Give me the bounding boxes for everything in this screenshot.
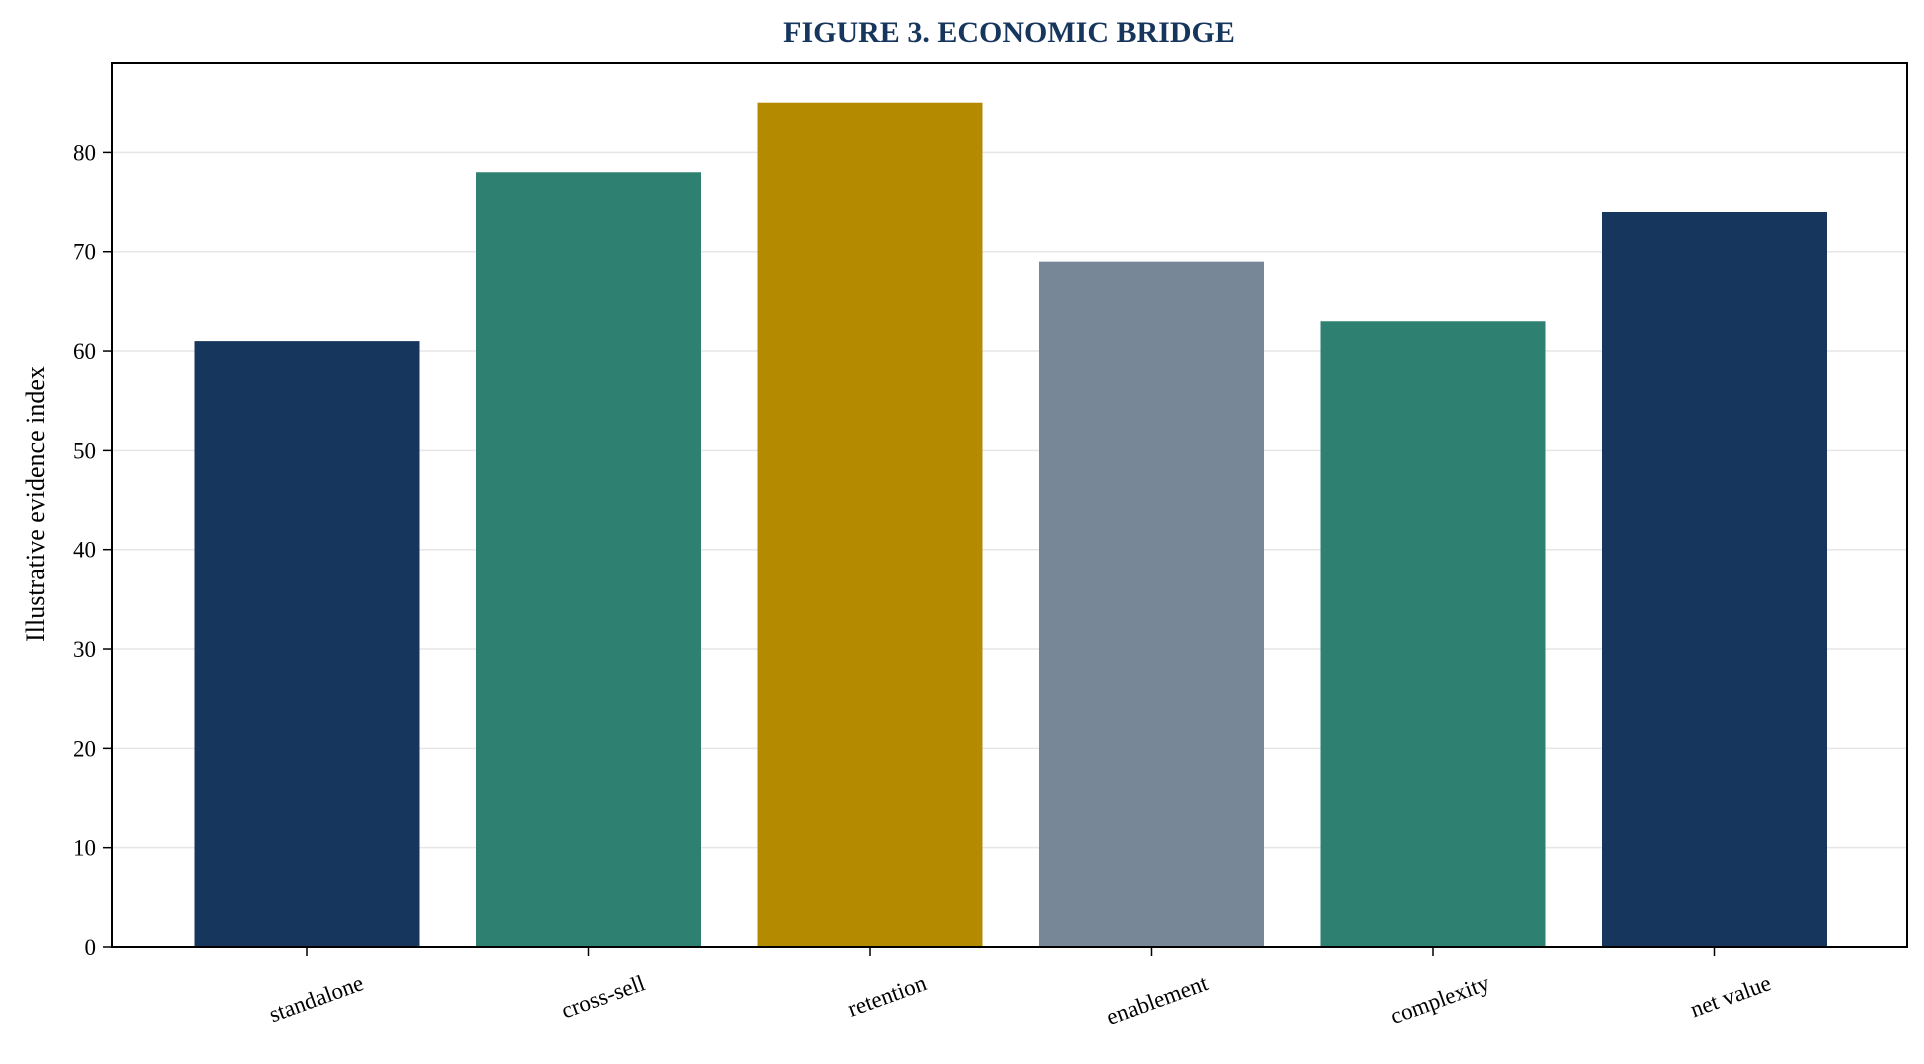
y-tick-label: 60 (73, 339, 96, 364)
x-tick-label: retention (844, 970, 930, 1022)
x-tick-label: complexity (1387, 970, 1493, 1029)
y-tick-label: 50 (73, 438, 96, 463)
y-tick-label: 70 (73, 240, 96, 265)
y-tick-label: 10 (73, 836, 96, 861)
x-tick-label: standalone (266, 970, 367, 1027)
y-tick-label: 40 (73, 538, 96, 563)
y-ticks: 0 10 20 30 40 50 60 70 80 (73, 140, 112, 960)
y-tick-label: 0 (85, 935, 97, 960)
bar-standalone (194, 341, 420, 947)
x-tick-label: cross-sell (558, 970, 648, 1023)
y-tick-label: 80 (73, 140, 96, 165)
x-tick-label: net value (1687, 970, 1774, 1022)
bar-retention (757, 102, 983, 947)
chart-title: FIGURE 3. ECONOMIC BRIDGE (783, 16, 1235, 49)
axes (111, 62, 1908, 948)
bar-enablement (1039, 261, 1264, 947)
plot-frame (111, 62, 1908, 948)
x-tick-label: enablement (1103, 970, 1212, 1030)
y-axis-label: Illustrative evidence index (21, 366, 50, 642)
bar-net-value (1602, 211, 1827, 947)
y-tick-label: 20 (73, 736, 96, 761)
bar-cross-sell (476, 172, 701, 947)
x-ticks: standalone cross-sell retention enablement c… (266, 947, 1774, 1030)
bars (194, 102, 1827, 947)
bar-complexity (1320, 321, 1546, 947)
y-tick-label: 30 (73, 637, 96, 662)
